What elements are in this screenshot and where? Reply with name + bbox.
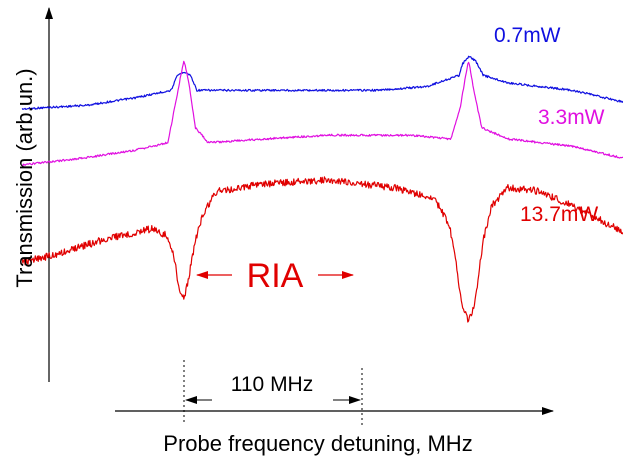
x-axis-label: Probe frequency detuning, MHz bbox=[163, 431, 472, 456]
series-label-13-7mw: 13.7mW bbox=[520, 203, 598, 226]
series-line-13-7mw bbox=[21, 176, 623, 323]
series-label-3-3mw: 3.3mW bbox=[538, 106, 605, 129]
series-label-0-7mw: 0.7mW bbox=[494, 24, 561, 47]
series-line-0-7mw bbox=[21, 55, 623, 111]
spacing-label: 110 MHz bbox=[231, 373, 313, 396]
series-line-3-3mw bbox=[21, 60, 623, 167]
y-axis-label: Transmission (arb.un.) bbox=[12, 68, 37, 287]
ria-label: RIA bbox=[247, 257, 304, 295]
